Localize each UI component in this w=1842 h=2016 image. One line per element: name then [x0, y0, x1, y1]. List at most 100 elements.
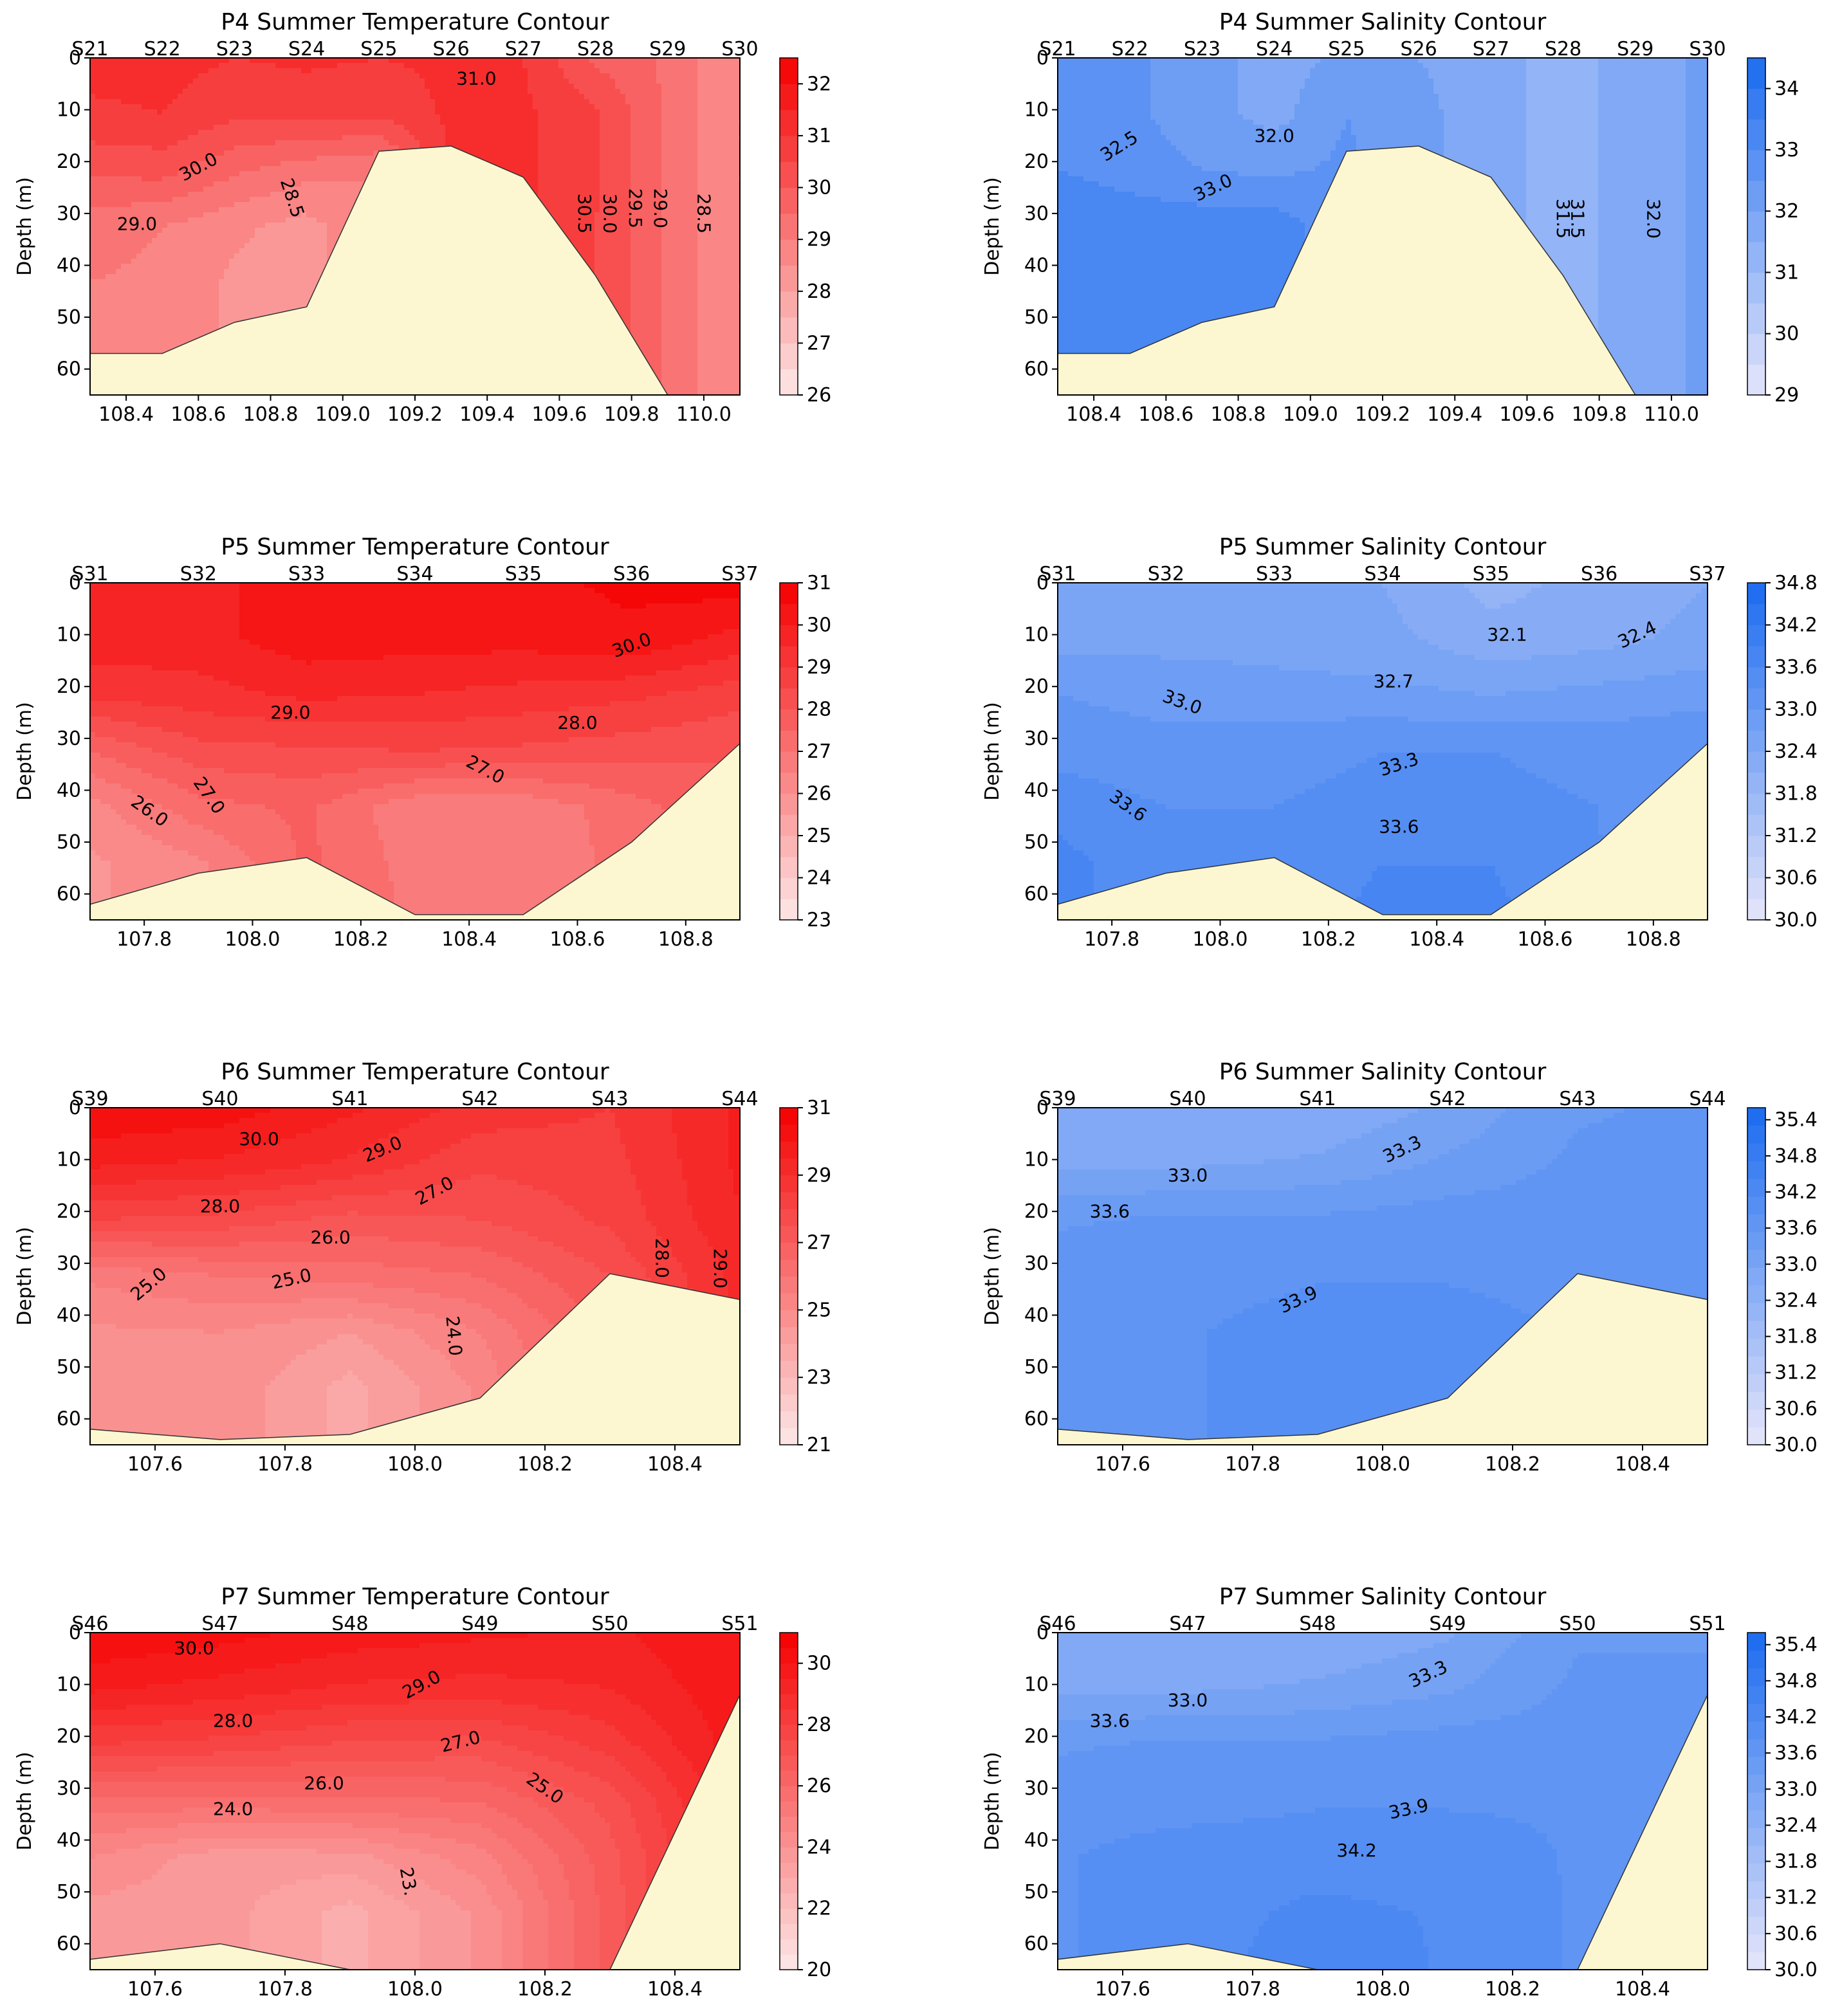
station-label: S32: [180, 563, 217, 585]
colorbar-level: [780, 1709, 798, 1725]
colorbar-tick-label: 30.0: [1774, 1959, 1818, 1981]
station-label: S25: [1328, 38, 1365, 60]
colorbar-level: [1747, 303, 1765, 334]
x-tick-label: 108.6: [1138, 403, 1193, 426]
station-label: S30: [721, 38, 758, 60]
station-label: S47: [201, 1613, 238, 1635]
colorbar-level: [1747, 773, 1765, 794]
colorbar-level: [1747, 878, 1765, 899]
x-tick-label: 109.2: [387, 403, 443, 426]
y-tick-label: 40: [57, 1829, 81, 1851]
colorbar-level: [780, 1801, 798, 1817]
station-label: S43: [1559, 1088, 1596, 1110]
colorbar-tick-label: 30.6: [1774, 1398, 1818, 1420]
station-label: S35: [1473, 563, 1509, 585]
colorbar-level: [1747, 583, 1765, 604]
x-tick-label: 108.8: [1626, 928, 1681, 951]
y-tick-label: 10: [57, 1149, 81, 1171]
colorbar-tick-label: 30.6: [1774, 1923, 1818, 1945]
colorbar-level: [780, 1361, 798, 1378]
x-tick-label: 108.2: [517, 1453, 573, 1476]
contour-label: 33.0: [1168, 1689, 1208, 1710]
y-tick-label: 20: [57, 1725, 81, 1748]
y-tick-label: 40: [57, 254, 81, 277]
station-label: S48: [1299, 1613, 1336, 1635]
station-label: S27: [1473, 38, 1509, 60]
colorbar-level: [1747, 119, 1765, 150]
colorbar-tick-label: 34.8: [1774, 572, 1818, 594]
contour-label: 34.2: [1336, 1840, 1376, 1861]
colorbar-level: [780, 814, 798, 836]
colorbar-level: [1747, 1374, 1765, 1392]
colorbar-level: [780, 1276, 798, 1294]
colorbar-level: [1747, 794, 1765, 815]
chart-title: P5 Summer Temperature Contour: [221, 534, 609, 560]
station-label: S30: [1689, 38, 1726, 60]
colorbar-level: [1747, 1757, 1765, 1775]
y-tick-label: 10: [57, 99, 81, 122]
station-label: S31: [71, 563, 108, 585]
station-label: S50: [591, 1613, 628, 1635]
colorbar-tick-label: 30: [807, 614, 831, 637]
contour-label: 28.0: [651, 1238, 672, 1278]
colorbar-tick-label: 25: [807, 825, 831, 847]
x-tick-label: 109.4: [1427, 403, 1482, 426]
x-tick-label: 108.2: [1301, 928, 1356, 951]
colorbar-level: [780, 291, 798, 318]
colorbar-level: [1747, 58, 1765, 89]
station-label: S50: [1559, 1613, 1596, 1635]
colorbar-level: [1747, 1952, 1765, 1970]
chart-title: P6 Summer Salinity Contour: [1219, 1059, 1547, 1085]
y-axis-label: Depth (m): [981, 1227, 1004, 1326]
contour-label: 32.1: [1487, 624, 1527, 645]
colorbar-level: [780, 1175, 798, 1193]
station-label: S26: [1401, 38, 1437, 60]
x-tick-label: 107.8: [257, 1453, 313, 1476]
colorbar-tick-label: 23: [807, 1366, 831, 1389]
colorbar-tick-label: 33.0: [1774, 1778, 1818, 1801]
colorbar-level: [1747, 1668, 1765, 1686]
colorbar-level: [780, 1141, 798, 1159]
y-tick-label: 50: [57, 831, 81, 854]
x-tick-label: 108.6: [550, 928, 605, 951]
y-tick-label: 50: [57, 1356, 81, 1379]
x-tick-label: 110.0: [676, 403, 732, 426]
station-label: S46: [71, 1613, 108, 1635]
y-tick-label: 40: [57, 1304, 81, 1326]
colorbar-level: [780, 1878, 798, 1893]
station-label: S42: [1429, 1088, 1466, 1110]
colorbar-level: [780, 239, 798, 266]
colorbar-tick-label: 31.8: [1774, 1326, 1818, 1348]
x-tick-label: 108.2: [517, 1978, 573, 2001]
colorbar-level: [1747, 710, 1765, 731]
chart-title: P4 Summer Salinity Contour: [1219, 9, 1547, 35]
colorbar-tick-label: 31.8: [1774, 1851, 1818, 1873]
panel-p4-summer-temperature-contour: 31.030.028.529.0 30.5 30.0 29.5 29.0 28.5108.…: [14, 9, 831, 426]
x-tick-label: 109.6: [1499, 403, 1554, 426]
colorbar-level: [780, 857, 798, 878]
contour-label: 26.0: [304, 1772, 344, 1793]
colorbar-tick-label: 30.6: [1774, 867, 1818, 890]
x-tick-label: 107.6: [127, 1453, 183, 1476]
contour-label: 32.0: [1643, 199, 1664, 239]
colorbar-tick-label: 31.2: [1774, 1362, 1818, 1384]
station-label: S29: [1617, 38, 1653, 60]
contour-label: 28.0: [200, 1196, 240, 1217]
colorbar-tick-label: 27: [807, 740, 831, 763]
station-label: S23: [216, 38, 253, 60]
station-label: S33: [288, 563, 325, 585]
colorbar-level: [780, 1770, 798, 1786]
station-label: S25: [360, 38, 397, 60]
colorbar-level: [780, 1377, 798, 1395]
colorbar-level: [1747, 1739, 1765, 1757]
colorbar-tick-label: 26: [807, 783, 831, 805]
colorbar-level: [1747, 1267, 1765, 1285]
colorbar-tick-label: 27: [807, 1232, 831, 1254]
colorbar-level: [780, 265, 798, 291]
colorbar-tick-label: 31: [807, 1097, 831, 1119]
colorbar-level: [780, 1832, 798, 1847]
colorbar-tick-label: 29: [807, 228, 831, 251]
colorbar-level: [780, 1394, 798, 1411]
contour-label: 33.6: [1090, 1201, 1130, 1222]
x-tick-label: 108.0: [1355, 1453, 1410, 1476]
